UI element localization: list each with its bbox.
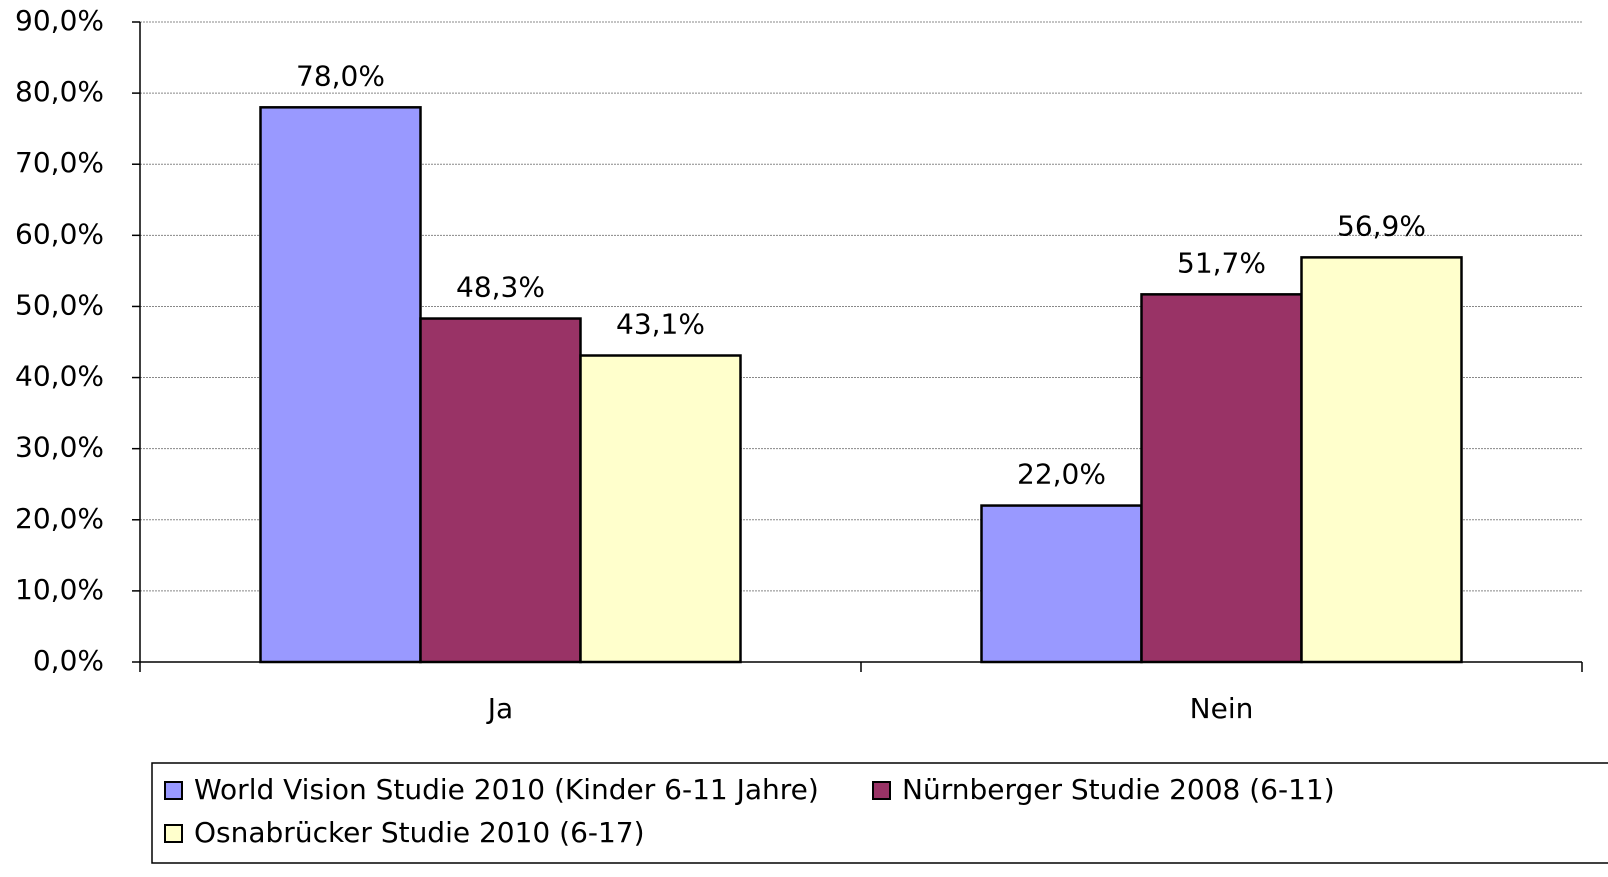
- y-tick-label: 60,0%: [15, 217, 104, 250]
- legend-swatch: [872, 781, 891, 800]
- data-label: 78,0%: [296, 59, 385, 92]
- x-tick-label: Nein: [1190, 692, 1254, 725]
- y-tick-label: 30,0%: [15, 431, 104, 464]
- bar: [419, 317, 582, 664]
- x-tick-label: Ja: [486, 692, 513, 725]
- data-label: 56,9%: [1337, 209, 1426, 242]
- y-tick-label: 50,0%: [15, 288, 104, 321]
- legend-label: World Vision Studie 2010 (Kinder 6-11 Ja…: [194, 773, 819, 806]
- y-tick-label: 90,0%: [15, 4, 104, 37]
- legend-label: Nürnberger Studie 2008 (6-11): [902, 773, 1335, 806]
- data-label: 48,3%: [456, 271, 545, 304]
- legend-swatch: [164, 781, 183, 800]
- data-label: 22,0%: [1017, 458, 1106, 491]
- bar: [259, 106, 422, 664]
- y-tick-label: 80,0%: [15, 75, 104, 108]
- bar: [980, 504, 1143, 664]
- y-tick-label: 70,0%: [15, 146, 104, 179]
- data-label: 51,7%: [1177, 246, 1266, 279]
- y-tick-label: 40,0%: [15, 360, 104, 393]
- y-tick-label: 0,0%: [33, 644, 104, 677]
- legend-box: [151, 762, 1608, 864]
- bar: [1300, 256, 1463, 664]
- y-tick-label: 10,0%: [15, 573, 104, 606]
- y-tick-label: 20,0%: [15, 502, 104, 535]
- bar: [579, 354, 742, 664]
- bar: [1140, 293, 1303, 664]
- legend-label: Osnabrücker Studie 2010 (6-17): [194, 816, 645, 849]
- data-label: 43,1%: [616, 308, 705, 341]
- legend-swatch: [164, 824, 183, 843]
